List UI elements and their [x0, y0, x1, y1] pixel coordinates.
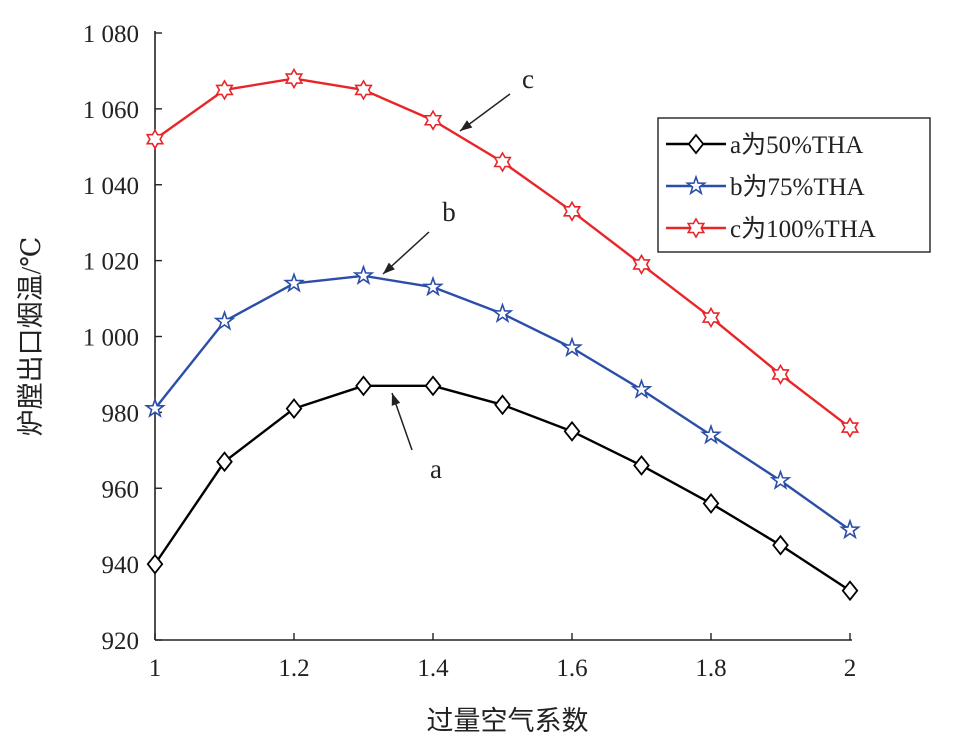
data-point-c [840, 416, 860, 439]
data-point-b [422, 275, 444, 297]
data-point-c [771, 363, 790, 386]
series-line-a [154, 384, 851, 592]
data-point-b [561, 336, 583, 358]
legend-marker-a [687, 133, 705, 155]
data-point-c [423, 109, 443, 131]
x-axis-title: 过量空气系数 [427, 706, 589, 736]
annotation-arrowhead-c [460, 120, 473, 131]
data-point-c [145, 128, 165, 150]
data-point-b [283, 271, 305, 293]
data-point-a [563, 420, 581, 442]
data-point-b [213, 309, 236, 331]
data-point-a [494, 394, 511, 416]
y-tick-label: 960 [102, 476, 140, 503]
legend-label-b: b为75%THA [730, 173, 865, 201]
x-tick-label: 1.6 [556, 655, 587, 682]
data-point-b [630, 378, 653, 399]
x-tick-label: 1.2 [278, 655, 309, 682]
data-point-a [216, 451, 233, 473]
data-point-b [352, 264, 375, 286]
x-tick-label: 1.4 [417, 655, 449, 682]
data-point-b [769, 469, 792, 490]
data-point-a [355, 375, 372, 397]
y-tick-label: 1 040 [83, 173, 139, 200]
data-point-a [633, 455, 650, 476]
data-point-b [839, 518, 861, 540]
data-point-c [701, 306, 721, 329]
legend-marker-b [685, 174, 707, 196]
data-point-c [215, 79, 234, 101]
y-axis-title: 炉膛出口烟温/℃ [16, 237, 46, 437]
y-tick-label: 1 020 [83, 249, 139, 276]
legend-label-a: a为50%THA [730, 131, 863, 159]
data-point-c [493, 151, 512, 173]
annotation-arrowhead-b [383, 262, 395, 274]
y-tick-label: 920 [102, 628, 140, 655]
data-point-c [632, 253, 651, 276]
data-point-c [562, 200, 582, 222]
data-point-a [285, 398, 303, 420]
data-point-b [144, 397, 166, 418]
x-tick-label: 1.8 [695, 655, 726, 682]
data-point-c [354, 79, 373, 101]
data-point-a [772, 534, 789, 556]
annotation-label-b: b [442, 197, 456, 227]
legend-label-c: c为100%THA [730, 215, 876, 243]
data-point-a [702, 492, 720, 514]
y-tick-label: 1 080 [83, 21, 139, 48]
annotation-label-c: c [522, 64, 534, 94]
y-tick-label: 1 000 [83, 325, 139, 352]
data-point-b [700, 423, 722, 445]
data-point-b [491, 302, 514, 323]
y-tick-label: 1 060 [83, 97, 139, 124]
x-tick-label: 1 [149, 655, 162, 682]
annotation-label-a: a [430, 454, 442, 484]
data-point-a [841, 580, 859, 602]
y-tick-label: 940 [102, 552, 140, 579]
x-tick-label: 2 [844, 655, 857, 682]
data-point-a [424, 375, 442, 397]
data-point-a [146, 553, 164, 575]
data-point-c [284, 67, 304, 90]
y-tick-label: 980 [102, 400, 140, 427]
legend-marker-c [686, 217, 706, 239]
annotation-arrowhead-a [391, 393, 401, 406]
